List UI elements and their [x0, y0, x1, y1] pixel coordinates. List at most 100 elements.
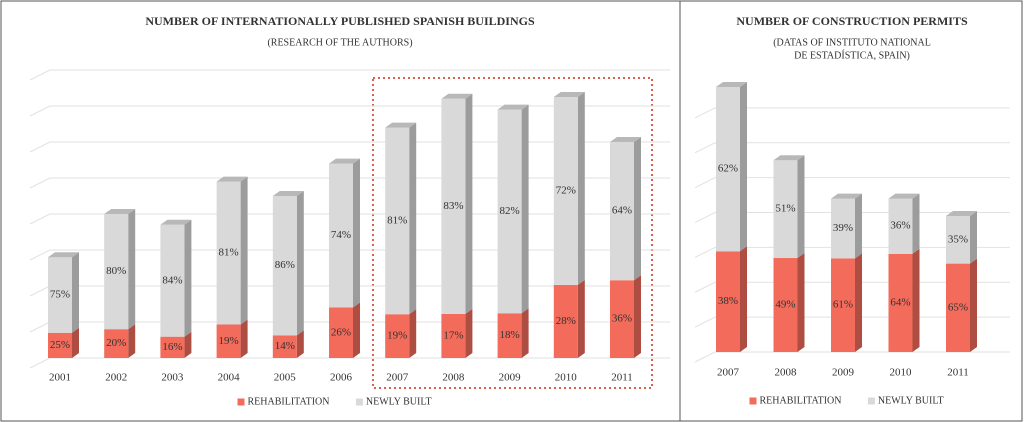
bar-segment — [716, 86, 740, 252]
grid-line — [694, 142, 1010, 154]
legend-label: REHABILITATION — [248, 396, 330, 407]
x-tick-label: 2009 — [832, 367, 855, 379]
value-label: 19% — [219, 335, 239, 347]
bar-segment — [497, 109, 522, 314]
bar-side — [970, 258, 977, 352]
x-tick-label: 2007 — [386, 372, 409, 384]
bar-segment — [716, 251, 740, 352]
bar-segment — [104, 329, 129, 358]
chart-subtitle: DE ESTADÍSTICA, SPAIN) — [794, 49, 910, 61]
legend-swatch — [237, 398, 245, 406]
bar-side — [409, 309, 417, 358]
value-label: 51% — [775, 203, 795, 215]
bar-side — [970, 211, 977, 264]
bar-side — [409, 122, 417, 315]
value-label: 82% — [500, 205, 520, 217]
x-tick-label: 2002 — [105, 372, 127, 384]
bar-segment — [773, 258, 798, 352]
value-label: 38% — [718, 295, 738, 307]
value-label: 75% — [50, 289, 70, 301]
legend-label: REHABILITATION — [760, 395, 842, 406]
bar-side — [465, 93, 473, 314]
bar-top — [553, 92, 585, 97]
bar-side — [855, 253, 862, 352]
value-label: 74% — [331, 229, 351, 241]
bar-side — [296, 330, 304, 358]
bar-top — [716, 81, 747, 87]
value-label: 25% — [50, 339, 70, 351]
bar-side — [912, 193, 920, 254]
bar-segment — [553, 97, 578, 285]
value-label: 81% — [387, 214, 407, 226]
value-label: 39% — [833, 222, 853, 234]
value-label: 35% — [948, 233, 968, 245]
value-label: 17% — [443, 329, 463, 341]
grid-line — [694, 107, 1010, 119]
chart-subtitle: (RESEARCH OF THE AUTHORS) — [267, 37, 412, 48]
x-tick-label: 2007 — [717, 367, 740, 379]
right-panel — [679, 0, 1023, 422]
bar-side — [296, 191, 304, 336]
value-label: 14% — [275, 340, 295, 352]
bar-side — [72, 327, 79, 358]
bar-top — [441, 93, 473, 99]
bar-segment — [497, 313, 522, 358]
bar-top — [773, 155, 805, 161]
legend-label: NEWLY BUILT — [878, 395, 944, 406]
bar-segment — [831, 258, 855, 352]
value-label: 81% — [219, 247, 239, 259]
chart-subtitle: (DATAS OF INSTITUTO NATIONAL — [773, 37, 931, 48]
bar-segment — [441, 98, 466, 314]
bar-segment — [831, 198, 855, 259]
bar-segment — [553, 284, 578, 358]
bar-segment — [216, 324, 241, 358]
bar-top — [272, 191, 304, 196]
value-label: 18% — [500, 329, 520, 341]
legend-swatch — [867, 397, 875, 405]
bar-side — [634, 137, 641, 281]
bar-segment — [272, 196, 297, 336]
bar-side — [72, 252, 79, 333]
value-label: 72% — [556, 184, 576, 196]
bar-side — [855, 193, 862, 259]
chart-title: NUMBER OF CONSTRUCTION PERMITS — [736, 14, 968, 28]
x-tick-label: 2006 — [330, 372, 353, 384]
value-label: 65% — [948, 301, 968, 313]
bar-top — [610, 137, 641, 142]
x-tick-label: 2011 — [947, 367, 969, 379]
bar-segment — [329, 307, 353, 358]
bar-side — [912, 248, 920, 352]
bar-top — [329, 158, 360, 164]
bar-side — [634, 275, 641, 358]
chart-title: NUMBER OF INTERNATIONALLY PUBLISHED SPAN… — [145, 14, 535, 28]
bar-side — [521, 308, 529, 358]
bar-side — [128, 324, 136, 358]
bar-top — [831, 193, 862, 199]
bar-top — [888, 193, 920, 199]
value-label: 86% — [275, 259, 295, 271]
value-label: 83% — [443, 200, 463, 212]
bar-side — [240, 319, 248, 358]
value-label: 20% — [106, 337, 126, 349]
bar-side — [128, 209, 136, 330]
bar-segment — [104, 214, 129, 330]
x-tick-label: 2009 — [499, 372, 522, 384]
bar-top — [48, 252, 79, 258]
x-tick-label: 2011 — [611, 372, 633, 384]
legend-label: NEWLY BUILT — [366, 396, 432, 407]
bar-segment — [216, 181, 241, 325]
grid-line — [29, 69, 670, 81]
legend-swatch — [355, 398, 363, 406]
bar-side — [577, 279, 585, 358]
bar-top — [104, 209, 136, 214]
bar-side — [184, 219, 192, 337]
bar-segment — [610, 280, 634, 358]
bar-segment — [48, 332, 72, 358]
value-label: 16% — [162, 341, 182, 353]
value-label: 62% — [718, 163, 738, 175]
bar-top — [216, 176, 248, 182]
bar-side — [797, 253, 805, 352]
value-label: 28% — [556, 315, 576, 327]
bar-segment — [441, 313, 466, 358]
bar-segment — [610, 142, 634, 281]
